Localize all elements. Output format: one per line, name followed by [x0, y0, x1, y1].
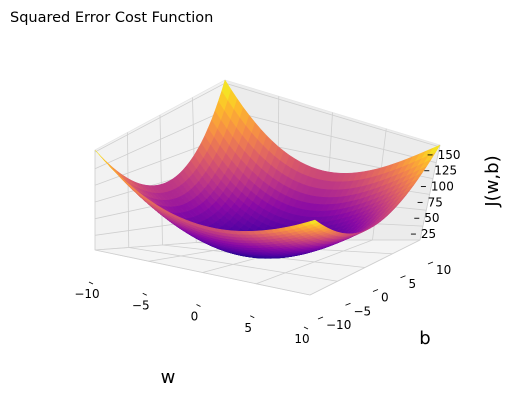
- b-tick-label: −5: [354, 304, 372, 318]
- w-tick: [88, 281, 94, 285]
- w-tick-label: 10: [294, 332, 309, 346]
- floor-grid-b: [94, 249, 311, 296]
- b-tick-label: 0: [381, 291, 389, 305]
- w-tick-label: 0: [191, 310, 199, 324]
- w-tick-label: 5: [244, 321, 252, 335]
- b-tick: [372, 289, 379, 292]
- z-tick-label: 150: [438, 148, 461, 162]
- w-tick-label: −5: [132, 298, 150, 312]
- left-grid-b: [127, 132, 130, 248]
- z-tick-label: 75: [428, 195, 443, 209]
- z-tick-label: 125: [434, 164, 457, 178]
- tick-marks: [88, 154, 434, 330]
- b-tick-label: −10: [326, 318, 351, 332]
- w-tick: [196, 304, 201, 307]
- w-tick: [250, 315, 255, 319]
- z-tick-label: 25: [421, 227, 436, 241]
- z-tick-label: 50: [424, 211, 439, 225]
- b-tick-label: 5: [409, 277, 417, 291]
- b-tick: [345, 302, 351, 306]
- w-tick: [303, 326, 309, 330]
- surface-patch: [308, 219, 319, 225]
- w-tick-label: −10: [74, 287, 99, 301]
- y-axis-label: b: [419, 328, 430, 349]
- chart-title: Squared Error Cost Function: [10, 10, 213, 26]
- surface-mesh: [94, 79, 441, 259]
- z-axis-label: J(w,b): [482, 155, 503, 207]
- back-grid-w: [419, 144, 441, 241]
- b-tick: [400, 275, 406, 279]
- b-tick: [317, 316, 324, 320]
- z-tick-label: 100: [431, 180, 454, 194]
- b-tick-label: 10: [436, 263, 451, 277]
- x-axis-label: w: [161, 367, 176, 388]
- w-tick: [142, 292, 147, 296]
- b-tick: [427, 261, 434, 265]
- left-grid-b: [159, 114, 163, 246]
- floor-grid-b: [128, 247, 338, 282]
